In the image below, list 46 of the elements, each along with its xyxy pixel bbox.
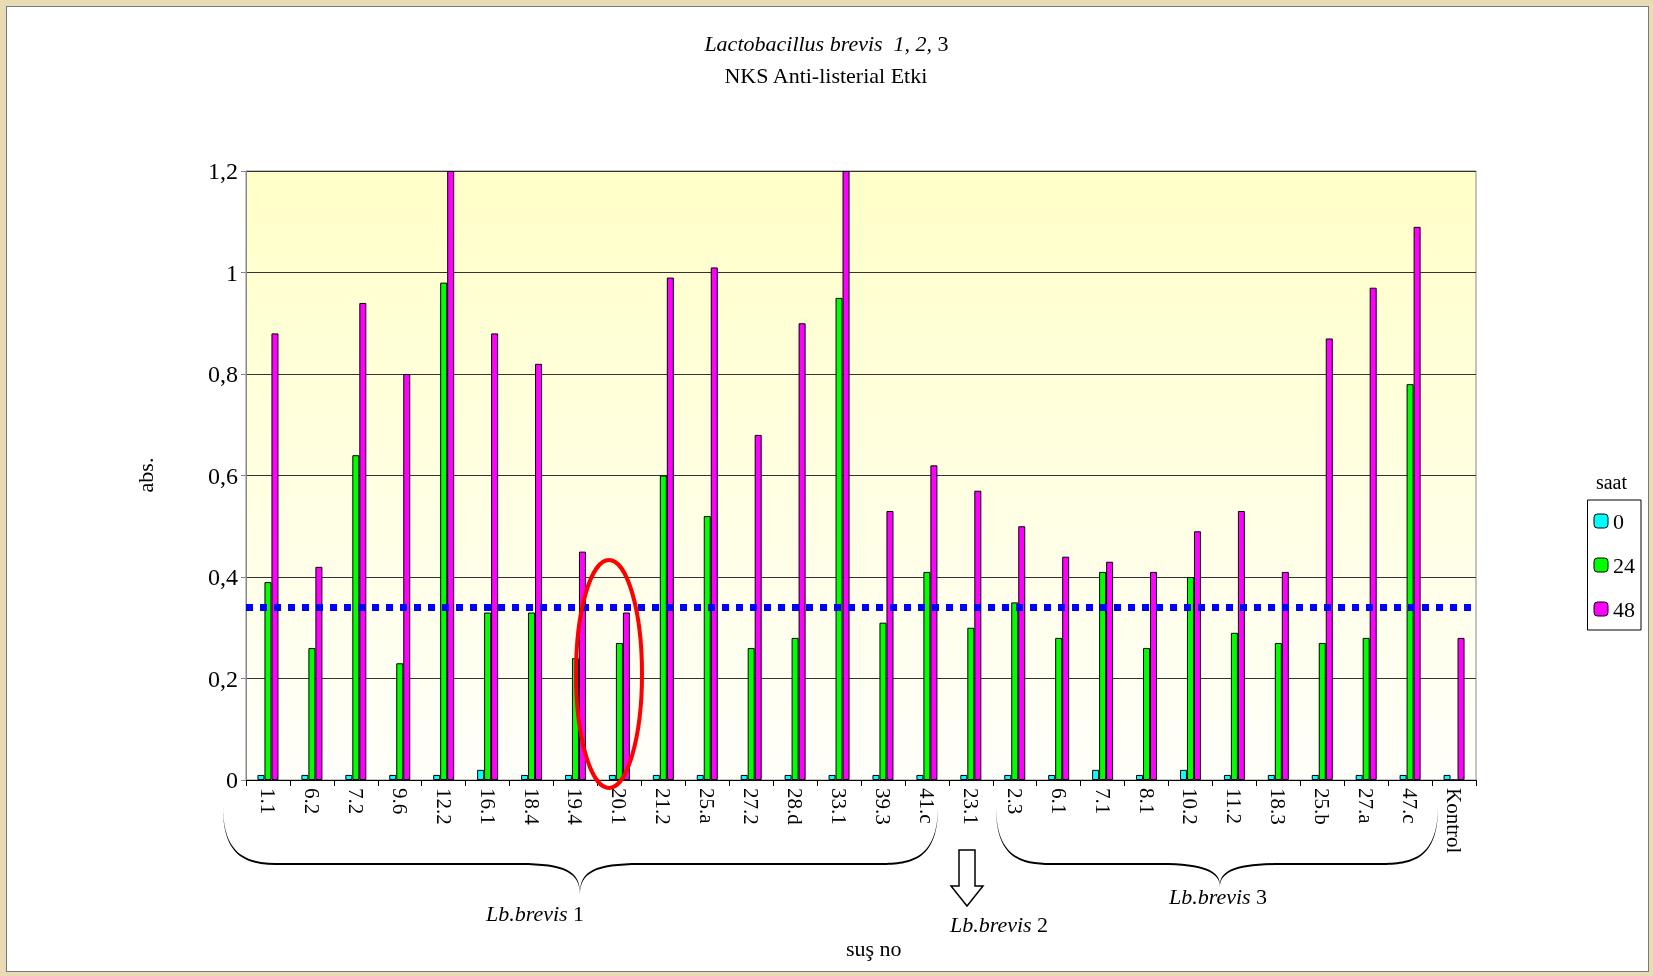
chart-subtitle: NKS Anti-listerial Etki <box>724 62 928 88</box>
y-tick-label: 0,8 <box>208 361 238 387</box>
x-tick-label: 9.6 <box>387 788 412 815</box>
y-tick-label: 1 <box>226 259 238 286</box>
x-tick-label: 7.2 <box>343 788 368 815</box>
y-tick-label: 0 <box>226 767 238 793</box>
x-axis-title: suş no <box>846 935 902 961</box>
x-tick-label: 25.a <box>695 788 720 825</box>
y-tick-label: 0,2 <box>208 665 238 692</box>
text: Lb.brevis 2 <box>948 911 1049 937</box>
x-tick-label: 10.2 <box>1178 788 1203 825</box>
x-tick-label: 16.1 <box>475 788 500 825</box>
text: Lb.brevis 1 <box>484 900 585 926</box>
x-tick-label: 11.2 <box>1222 788 1247 824</box>
x-tick-label: 1.1 <box>255 788 280 815</box>
x-tick-label: 12.2 <box>431 788 456 825</box>
x-tick-label: 25.b <box>1310 788 1335 825</box>
x-tick-label: 41.c <box>914 788 939 824</box>
x-tick-label: 33.1 <box>827 788 852 825</box>
x-tick-label: 18.4 <box>519 788 544 826</box>
text: Lb.brevis 3 <box>1167 883 1268 909</box>
x-tick-label: 23.1 <box>958 788 983 825</box>
legend-title: saat <box>1595 471 1628 493</box>
x-tick-label: 47.c <box>1398 788 1423 824</box>
legend-label: 48 <box>1613 596 1635 622</box>
legend-label: 0 <box>1613 508 1624 534</box>
x-tick-label: Kontrol <box>1442 788 1467 854</box>
x-tick-label: 28.d <box>783 788 808 826</box>
x-tick-label: 6.2 <box>299 788 324 815</box>
y-tick-label: 0,4 <box>208 564 238 590</box>
x-tick-label: 6.1 <box>1046 788 1071 815</box>
y-axis-title: abs. <box>132 457 158 493</box>
x-tick-label: 8.1 <box>1134 788 1159 815</box>
x-tick-label: 21.2 <box>651 788 676 825</box>
x-tick-label: 7.1 <box>1090 788 1115 815</box>
legend-label: 24 <box>1613 552 1635 578</box>
x-tick-label: 27.a <box>1354 788 1379 825</box>
y-tick-label: 0,6 <box>208 462 238 489</box>
x-tick-label: 19.4 <box>563 788 588 826</box>
x-tick-label: 20.1 <box>607 788 632 825</box>
y-tick-label: 1,2 <box>208 158 238 184</box>
x-tick-label: 39.3 <box>870 788 895 825</box>
x-tick-label: 27.2 <box>739 788 764 825</box>
x-tick-label: 18.3 <box>1266 788 1291 825</box>
chart-title: Lactobacillus brevis 1, 2, 3 <box>703 30 949 56</box>
x-tick-label: 2.3 <box>1002 788 1027 815</box>
